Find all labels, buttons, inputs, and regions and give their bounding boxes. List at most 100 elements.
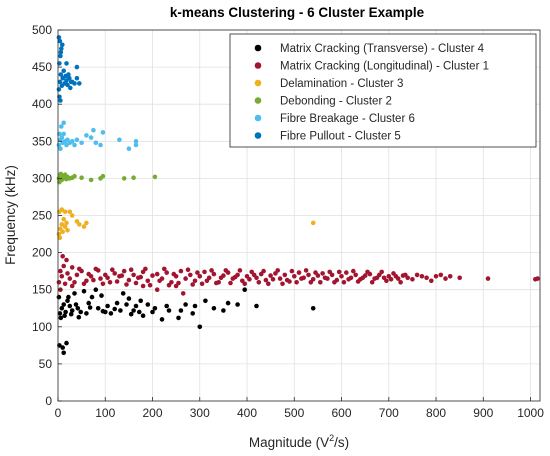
data-point	[374, 275, 380, 281]
x-tick-label: 0	[55, 406, 62, 420]
data-point	[58, 315, 64, 321]
data-point	[59, 306, 65, 311]
data-point	[268, 273, 273, 278]
data-point	[535, 276, 540, 281]
data-point	[221, 308, 226, 313]
data-point	[78, 309, 83, 315]
data-point	[77, 266, 82, 272]
data-point	[62, 209, 68, 215]
data-point	[81, 224, 87, 229]
data-point	[60, 229, 65, 235]
data-point	[261, 268, 266, 274]
data-point	[66, 294, 71, 300]
data-point	[84, 311, 89, 316]
data-point	[59, 135, 65, 140]
data-point	[114, 300, 120, 306]
data-point	[74, 272, 80, 278]
data-point	[60, 253, 65, 259]
data-point	[150, 309, 155, 315]
data-point	[64, 220, 69, 226]
data-point	[131, 175, 136, 180]
data-point	[166, 282, 172, 288]
data-point	[131, 308, 136, 313]
data-point	[76, 314, 82, 320]
data-point	[242, 287, 247, 293]
data-point	[190, 282, 195, 287]
data-point	[93, 287, 99, 293]
data-point	[57, 311, 63, 316]
data-point	[126, 277, 132, 283]
data-point	[59, 207, 65, 212]
data-point	[388, 277, 394, 282]
series-1	[56, 287, 316, 356]
data-point	[433, 274, 439, 279]
data-point	[117, 137, 122, 143]
data-point	[64, 340, 69, 346]
data-point	[108, 311, 114, 316]
chart-title: k-means Clustering - 6 Cluster Example	[170, 5, 425, 20]
x-tick-label: 1000	[517, 406, 544, 420]
data-point	[176, 280, 181, 286]
data-point	[247, 277, 252, 282]
data-point	[353, 272, 359, 278]
data-point	[72, 291, 77, 296]
series-2	[56, 253, 540, 296]
data-point	[61, 216, 66, 222]
data-point	[157, 278, 162, 284]
data-point	[93, 140, 99, 146]
data-point	[59, 222, 65, 227]
data-point	[188, 272, 193, 278]
data-point	[203, 298, 208, 304]
legend-item: Matrix Cracking (Longitudinal) - Cluster…	[254, 61, 489, 73]
data-point	[84, 133, 89, 138]
data-point	[57, 79, 63, 85]
data-point	[121, 176, 127, 181]
data-point	[218, 275, 224, 281]
data-point	[58, 50, 64, 55]
x-tick-label: 500	[284, 406, 304, 420]
data-point	[133, 280, 139, 286]
data-point	[59, 274, 65, 279]
legend-item: Delamination - Cluster 3	[254, 78, 403, 90]
data-point	[100, 130, 106, 135]
data-point	[58, 146, 63, 151]
data-point	[280, 281, 285, 287]
data-point	[61, 350, 66, 356]
y-tick-label: 300	[32, 171, 52, 185]
data-point	[100, 281, 106, 287]
data-point	[64, 61, 69, 66]
data-point	[88, 135, 94, 140]
data-point	[95, 306, 101, 311]
data-point	[225, 300, 231, 306]
data-point	[152, 174, 158, 180]
y-tick-label: 50	[39, 357, 53, 371]
data-point	[77, 222, 82, 227]
data-point	[199, 281, 205, 287]
data-point	[284, 277, 290, 283]
data-point	[60, 345, 65, 350]
y-tick-label: 150	[32, 283, 52, 297]
data-point	[56, 294, 62, 300]
x-axis-label: Magnitude (V2/s)	[249, 433, 349, 450]
data-point	[256, 280, 262, 285]
y-tick-label: 200	[32, 246, 52, 260]
data-point	[67, 303, 73, 309]
data-point	[277, 276, 283, 281]
data-point	[62, 313, 67, 319]
data-point	[296, 270, 302, 275]
data-point	[299, 276, 304, 281]
data-point	[336, 269, 342, 275]
data-point	[438, 272, 444, 278]
data-point	[164, 270, 169, 275]
series-5	[56, 120, 139, 151]
data-point	[289, 268, 295, 274]
data-point	[67, 276, 73, 281]
data-point	[137, 309, 142, 315]
data-point	[214, 280, 219, 286]
data-point	[68, 311, 74, 317]
legend-marker	[254, 79, 262, 87]
data-point	[332, 280, 337, 285]
data-point	[100, 173, 106, 179]
data-point	[306, 272, 311, 278]
legend-label: Delamination - Cluster 3	[280, 78, 403, 90]
